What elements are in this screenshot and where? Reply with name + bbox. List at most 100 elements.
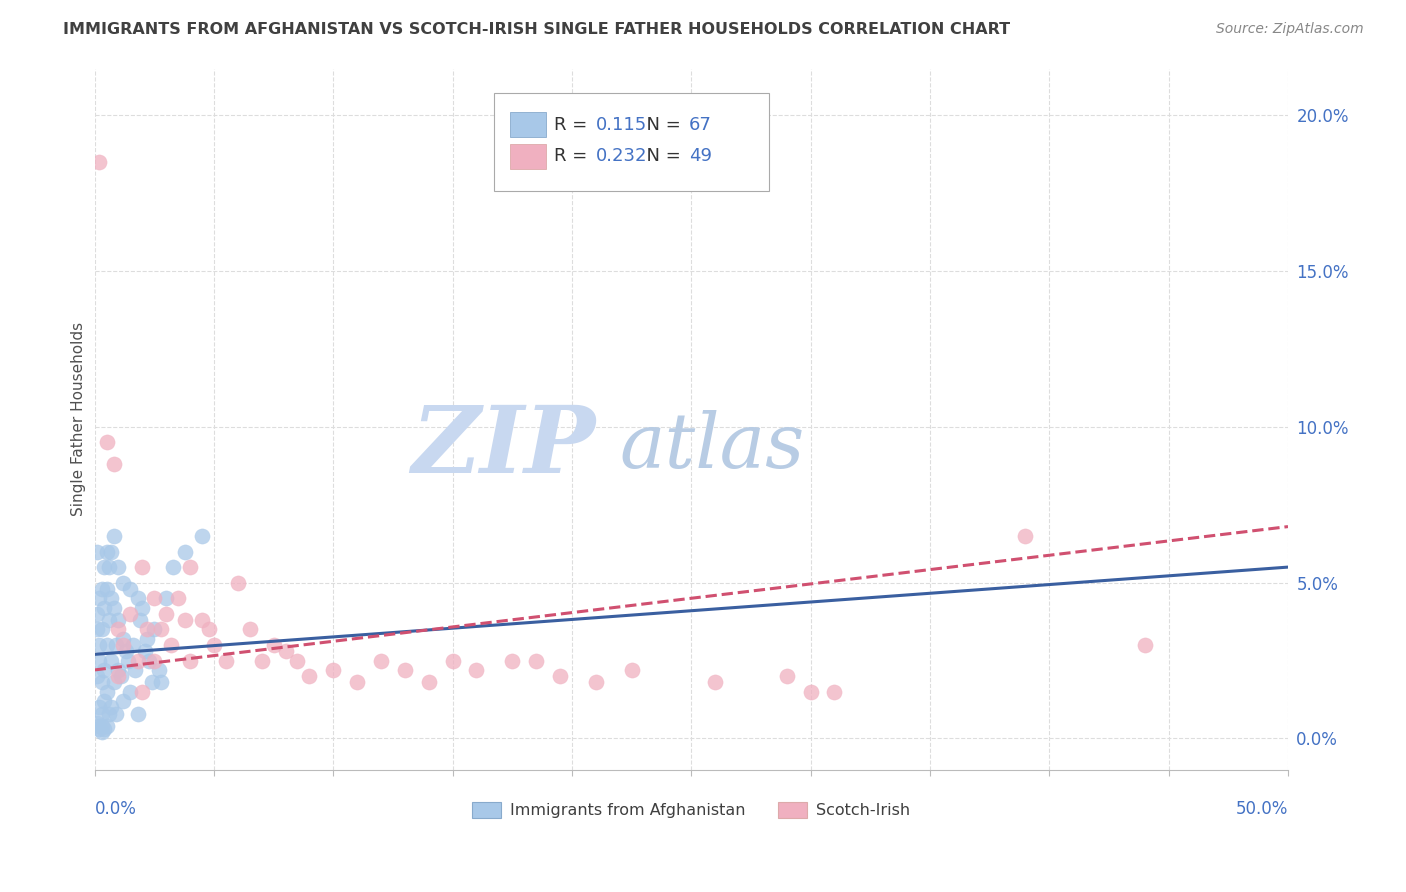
Point [96,719,118,733]
Point [138,654,160,668]
Point [127,591,149,606]
Point [90,623,112,637]
Point [174,544,197,558]
Point [107,623,129,637]
Point [370,654,392,668]
Text: ZIP: ZIP [412,402,596,492]
Point [418,675,440,690]
Point [129,613,152,627]
Point [86,623,108,637]
Point [131,560,153,574]
Point [179,654,201,668]
Y-axis label: Single Father Households: Single Father Households [72,322,86,516]
Point [1014,529,1036,543]
Point [704,675,727,690]
Point [90,582,112,596]
Point [287,654,309,668]
Point [239,623,262,637]
Point [620,663,643,677]
Point [105,638,128,652]
Point [274,644,297,658]
Text: R =: R = [554,116,593,134]
Point [524,654,547,668]
Legend: Immigrants from Afghanistan, Scotch-Irish: Immigrants from Afghanistan, Scotch-Iris… [465,796,917,825]
Point [89,722,111,736]
Point [112,632,135,646]
Point [250,654,273,668]
Point [143,654,166,668]
Point [198,623,221,637]
Point [89,591,111,606]
Point [346,675,368,690]
Point [96,582,118,596]
Point [191,613,214,627]
Point [136,623,159,637]
Point [96,544,118,558]
Point [97,613,120,627]
Point [86,607,108,621]
Point [103,457,125,471]
Point [148,663,170,677]
Point [100,654,122,668]
Point [179,560,201,574]
Point [141,675,163,690]
Point [131,600,153,615]
Point [89,638,111,652]
Text: N =: N = [636,147,686,165]
Point [117,654,139,668]
Text: R =: R = [554,147,593,165]
Point [103,529,125,543]
FancyBboxPatch shape [510,112,546,137]
Point [150,623,173,637]
Point [143,623,166,637]
Point [112,638,135,652]
Point [100,700,122,714]
Point [585,675,607,690]
Point [89,719,111,733]
Text: IMMIGRANTS FROM AFGHANISTAN VS SCOTCH-IRISH SINGLE FATHER HOUSEHOLDS CORRELATION: IMMIGRANTS FROM AFGHANISTAN VS SCOTCH-IR… [63,22,1011,37]
Point [394,663,416,677]
Point [134,644,156,658]
Point [100,544,122,558]
Text: Source: ZipAtlas.com: Source: ZipAtlas.com [1216,22,1364,37]
Point [112,575,135,590]
Text: 49: 49 [689,147,711,165]
Point [93,722,115,736]
Point [124,663,146,677]
Point [90,719,112,733]
Point [86,669,108,683]
Point [93,600,115,615]
Point [89,654,111,668]
Point [89,155,111,169]
Text: atlas: atlas [620,410,806,484]
Point [97,560,120,574]
Point [1133,638,1156,652]
Point [120,685,142,699]
Point [322,663,344,677]
Point [121,638,143,652]
Point [86,544,108,558]
Point [548,669,571,683]
Point [105,706,128,721]
Point [298,669,321,683]
Point [90,675,112,690]
Point [107,613,129,627]
Text: 67: 67 [689,116,711,134]
Point [93,663,115,677]
Point [501,654,523,668]
Point [160,638,183,652]
Point [127,706,149,721]
Point [167,591,190,606]
Point [86,715,108,730]
Point [96,685,118,699]
Text: 0.115: 0.115 [596,116,647,134]
Point [215,654,238,668]
Point [103,600,125,615]
Point [155,607,177,621]
Point [824,685,846,699]
Point [143,591,166,606]
Point [96,435,118,450]
Text: 0.0%: 0.0% [94,800,136,818]
Point [93,560,115,574]
Point [800,685,823,699]
